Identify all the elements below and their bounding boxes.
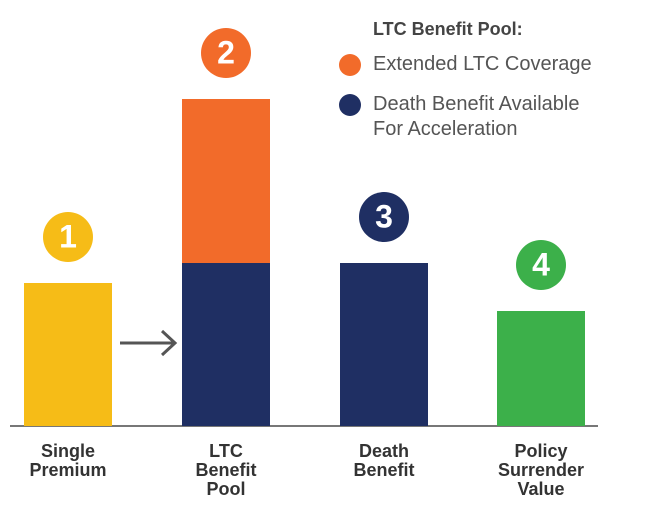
legend-title: LTC Benefit Pool:	[373, 19, 523, 39]
bar	[182, 263, 270, 426]
badge	[43, 212, 93, 262]
badge	[516, 240, 566, 290]
legend-swatch	[339, 94, 361, 116]
bar	[24, 283, 112, 426]
legend-label: Extended LTC Coverage	[373, 53, 592, 75]
bar	[182, 99, 270, 263]
legend-label: Death Benefit Available For Acceleration	[373, 93, 579, 140]
x-tick-label: Death Benefit	[353, 441, 414, 480]
legend-swatch	[339, 54, 361, 76]
badge	[201, 28, 251, 78]
badge-label: 3	[375, 198, 393, 234]
badge-label: 2	[217, 34, 235, 70]
badge-label: 1	[59, 218, 77, 254]
bar	[340, 263, 428, 426]
arrow	[120, 329, 178, 357]
badge-label: 4	[532, 246, 550, 282]
badge	[359, 192, 409, 242]
x-tick-label: Policy Surrender Value	[498, 441, 584, 499]
x-tick-label: Single Premium	[29, 441, 106, 480]
bar	[497, 311, 585, 426]
x-tick-label: LTC Benefit Pool	[195, 441, 256, 499]
